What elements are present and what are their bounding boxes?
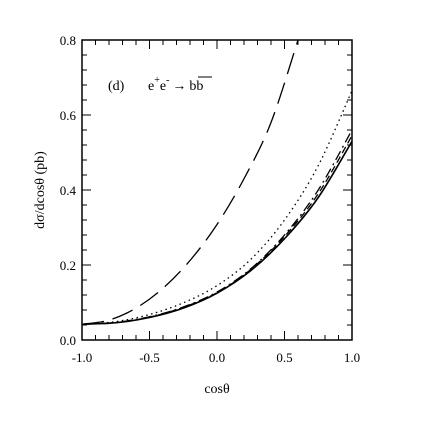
series-line-solid [82,140,352,326]
series-line-longdash [82,40,299,325]
y-axis-title: dσ/dcosθ (pb) [33,151,48,229]
x-axis-title: cosθ [204,382,230,397]
series-line-dotted [82,90,352,325]
y-tick-label: 0.2 [60,258,76,273]
process-plus: + [154,75,160,86]
data-series [82,40,352,326]
process-final: bb [189,79,203,94]
series-line-shortdash [82,135,352,325]
x-tick-label: 1.0 [344,350,360,365]
process-initial-e: e [148,79,154,94]
process-initial-e2: e [160,79,166,94]
y-tick-label: 0.4 [60,183,77,198]
series-line-dashdot [82,129,352,325]
process-minus: - [166,75,169,86]
x-tick-label: -1.0 [72,350,93,365]
panel-label: (d) [108,79,125,94]
process-arrow: → [172,79,186,94]
y-tick-label: 0.8 [60,33,76,48]
axis-ticks [81,39,353,341]
axis-tick-labels: -1.0 -0.5 0.0 0.5 1.0 0.0 0.2 0.4 0.6 0.8 [60,33,360,365]
x-tick-label: 0.0 [209,350,225,365]
process-label: e+e- → bb [148,75,203,94]
y-tick-label: 0.6 [60,108,77,123]
y-tick-label: 0.0 [60,333,76,348]
x-tick-label: -0.5 [139,350,160,365]
x-tick-label: 0.5 [276,350,292,365]
